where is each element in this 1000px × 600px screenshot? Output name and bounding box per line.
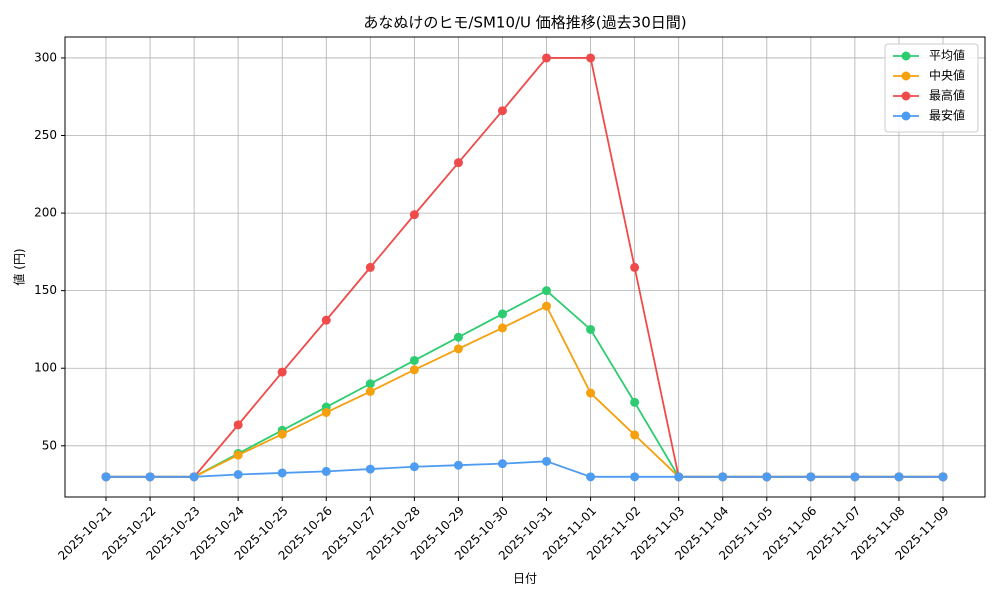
data-point — [321, 466, 331, 476]
data-point — [938, 472, 948, 482]
data-point — [630, 262, 640, 272]
data-point — [542, 53, 552, 63]
series-line — [106, 460, 943, 478]
data-point — [233, 450, 243, 460]
legend-label: 最高値 — [929, 88, 965, 103]
data-point — [453, 460, 463, 470]
data-point — [497, 309, 507, 319]
data-point — [101, 472, 111, 482]
data-point — [630, 430, 640, 440]
data-point — [542, 301, 552, 311]
data-point — [762, 472, 772, 482]
data-point — [542, 456, 552, 466]
legend-marker — [901, 111, 911, 121]
chart-title: あなぬけのヒモ/SM10/U 価格推移(過去30日間) — [363, 14, 686, 32]
legend-label: 平均値 — [929, 48, 965, 63]
data-point — [321, 315, 331, 325]
data-point — [365, 464, 375, 474]
y-tick-label: 150 — [34, 283, 57, 297]
y-tick-label: 200 — [34, 206, 57, 220]
data-point — [277, 429, 287, 439]
legend-marker — [901, 71, 911, 81]
legend-marker — [901, 51, 911, 61]
data-point — [497, 459, 507, 469]
y-tick-label: 50 — [42, 438, 57, 452]
data-point — [894, 472, 904, 482]
legend-label: 中央値 — [929, 68, 965, 83]
data-point — [409, 365, 419, 375]
data-point — [321, 407, 331, 417]
y-tick-label: 300 — [34, 50, 57, 64]
y-tick-label: 100 — [34, 361, 57, 375]
data-point — [630, 397, 640, 407]
data-point — [674, 472, 684, 482]
data-point — [453, 158, 463, 168]
data-point — [145, 472, 155, 482]
data-point — [277, 367, 287, 377]
data-point — [497, 106, 507, 116]
data-point — [277, 468, 287, 478]
data-point — [189, 472, 199, 482]
data-point — [233, 420, 243, 430]
y-tick-label: 250 — [34, 128, 57, 142]
data-point — [850, 472, 860, 482]
data-point — [586, 324, 596, 334]
y-axis-label: 値 (円) — [12, 248, 27, 285]
plot-frame — [64, 36, 986, 498]
data-point — [806, 472, 816, 482]
data-point — [497, 323, 507, 333]
data-point — [453, 332, 463, 342]
data-point — [409, 210, 419, 220]
data-point — [233, 470, 243, 480]
data-point — [630, 472, 640, 482]
data-point — [586, 472, 596, 482]
data-point — [718, 472, 728, 482]
data-point — [409, 462, 419, 472]
data-point — [365, 379, 375, 389]
data-point — [365, 262, 375, 272]
legend-label: 最安値 — [929, 108, 965, 123]
data-point — [542, 286, 552, 296]
x-axis-label: 日付 — [513, 572, 537, 586]
legend-marker — [901, 91, 911, 101]
data-point — [409, 355, 419, 365]
data-point — [453, 344, 463, 354]
data-point — [365, 387, 375, 397]
data-point — [586, 388, 596, 398]
legend-box — [884, 43, 979, 133]
data-point — [586, 53, 596, 63]
